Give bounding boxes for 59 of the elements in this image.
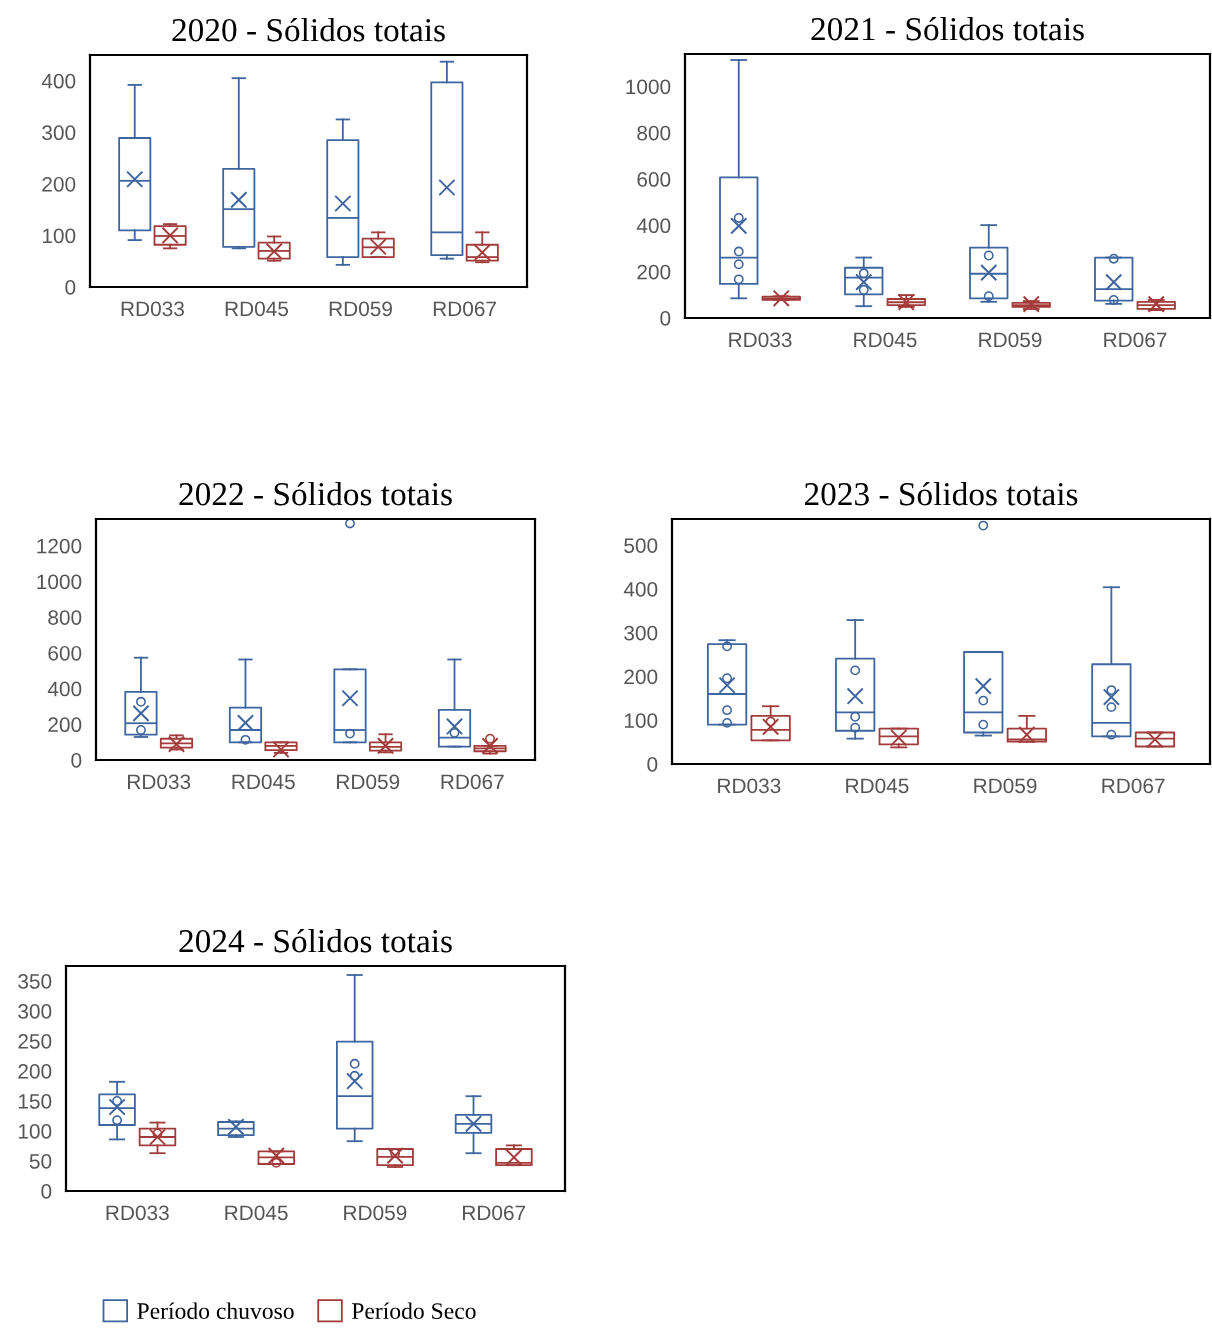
x-tick-label: RD033 [718, 778, 781, 794]
y-tick-label: 500 [624, 538, 658, 553]
y-tick-label: 600 [637, 172, 671, 187]
chart-title: 2023 - Sólidos totais [804, 481, 1078, 506]
y-tick-label: 300 [18, 1004, 52, 1019]
y-tick-label: 200 [18, 1064, 52, 1079]
y-tick-label: 100 [624, 713, 658, 728]
chart-title: 2021 - Sólidos totais [811, 16, 1084, 41]
x-tick-label: RD059 [344, 1205, 407, 1221]
y-tick-label: 600 [48, 645, 82, 661]
x-tick-label: RD045 [232, 774, 295, 790]
y-tick-label: 400 [636, 218, 671, 234]
chart-title: 2022 - Sólidos totais [179, 481, 452, 506]
y-tick-label: 1000 [37, 574, 82, 590]
x-tick-label: RD033 [729, 332, 792, 348]
y-tick-label: 800 [48, 610, 82, 625]
y-tick-label: 0 [647, 757, 658, 772]
y-tick-label: 100 [42, 228, 76, 244]
x-tick-label: RD059 [974, 778, 1037, 794]
y-tick-label: 200 [637, 264, 671, 280]
y-tick-label: 100 [18, 1124, 52, 1139]
x-tick-label: RD045 [225, 301, 289, 317]
x-tick-label: RD045 [854, 332, 917, 348]
chart-title: 2020 - Sólidos totais [172, 17, 445, 42]
x-tick-label: RD059 [329, 301, 392, 317]
y-tick-label: 400 [41, 73, 76, 89]
y-tick-label: 0 [71, 753, 82, 768]
y-tick-label: 150 [18, 1094, 52, 1109]
x-tick-label: RD033 [121, 301, 184, 317]
x-tick-label: RD045 [225, 1205, 288, 1221]
y-tick-label: 200 [624, 669, 658, 685]
x-tick-label: RD059 [337, 774, 400, 790]
legend-label: Período Seco [351, 1302, 476, 1320]
y-tick-label: 1200 [37, 538, 82, 554]
legend-label: Período chuvoso [137, 1302, 294, 1320]
y-tick-label: 350 [18, 974, 52, 989]
y-tick-label: 0 [65, 280, 76, 295]
y-tick-label: 300 [624, 625, 658, 641]
x-tick-label: RD067 [441, 774, 504, 790]
x-tick-label: RD045 [846, 778, 909, 794]
y-tick-label: 0 [41, 1184, 52, 1199]
y-tick-label: 400 [47, 681, 82, 697]
y-tick-label: 200 [42, 176, 76, 192]
y-tick-label: 300 [42, 125, 76, 141]
x-tick-label: RD067 [1104, 332, 1167, 348]
y-tick-label: 0 [660, 311, 671, 326]
y-tick-label: 1000 [626, 79, 671, 95]
y-tick-label: 200 [48, 717, 82, 733]
x-tick-label: RD033 [128, 774, 191, 790]
x-tick-label: RD067 [1102, 778, 1165, 794]
x-tick-label: RD059 [979, 332, 1042, 348]
y-tick-label: 800 [637, 125, 671, 141]
x-tick-label: RD033 [106, 1205, 169, 1221]
y-tick-label: 250 [18, 1034, 52, 1049]
y-tick-label: 50 [29, 1154, 52, 1169]
x-tick-label: RD067 [433, 301, 496, 317]
x-tick-label: RD067 [463, 1205, 526, 1221]
y-tick-label: 400 [623, 582, 658, 597]
chart-title: 2024 - Sólidos totais [179, 928, 452, 953]
